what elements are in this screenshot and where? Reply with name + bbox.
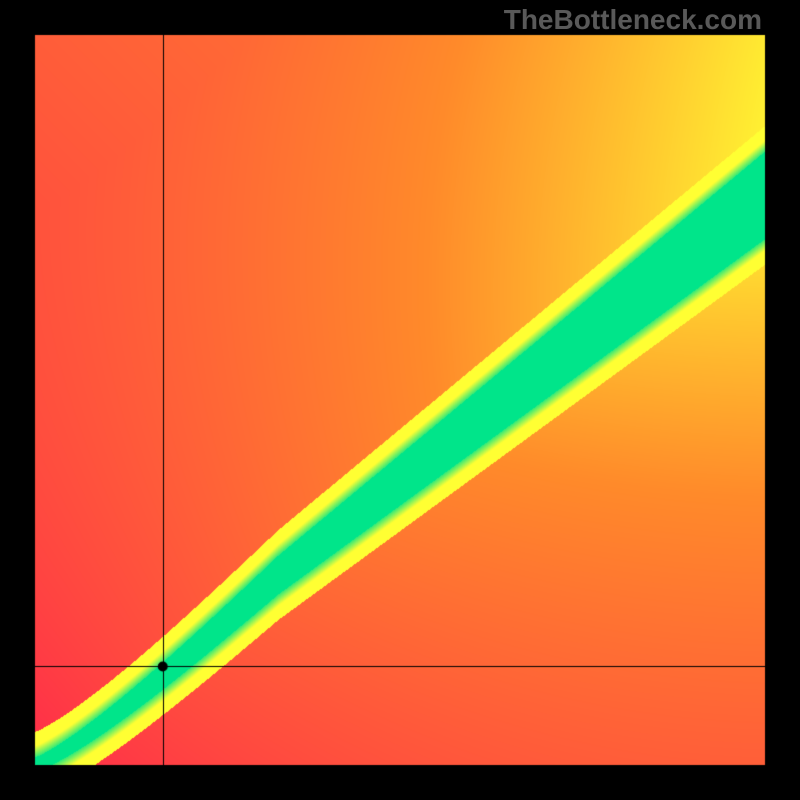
bottleneck-heatmap [0, 0, 800, 800]
watermark-text: TheBottleneck.com [504, 4, 762, 36]
